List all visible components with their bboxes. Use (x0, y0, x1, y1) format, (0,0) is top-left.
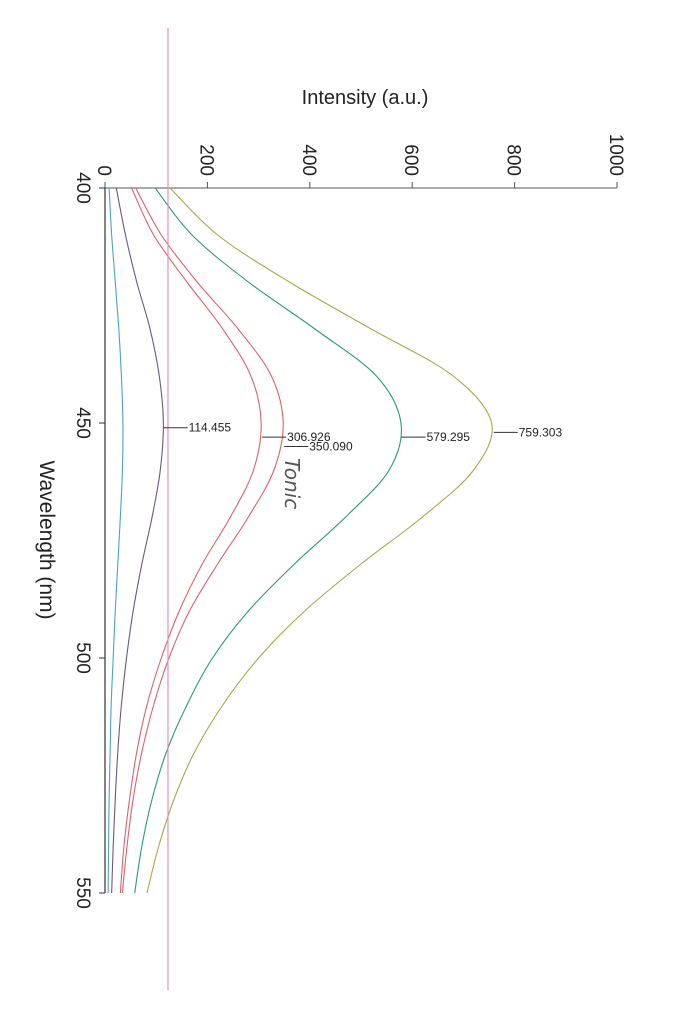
y-tick-label: 400 (298, 144, 319, 176)
peak-label: 579.295 (427, 430, 471, 444)
peak-label: 759.303 (519, 425, 563, 439)
series-line-5 (134, 187, 402, 894)
axes: 0 200 400 600 800 1000 400 450 500 550 (72, 134, 626, 909)
y-tick-label: 200 (195, 144, 216, 176)
peak-label: 114.455 (189, 421, 232, 435)
y-tick-label: 1000 (605, 134, 626, 176)
handwritten-note: Tonic (280, 458, 304, 509)
series-line-3 (119, 187, 262, 894)
series-line-1 (107, 187, 124, 894)
x-tick-label: 500 (72, 642, 93, 674)
x-tick-label: 400 (72, 172, 93, 204)
y-axis-title: Intensity (a.u.) (302, 87, 429, 109)
x-tick-label: 550 (72, 877, 93, 909)
curves (107, 28, 493, 990)
series-line-2 (111, 187, 164, 894)
series-line-6 (146, 187, 493, 894)
peak-label: 350.090 (309, 440, 353, 454)
y-tick-label: 600 (400, 144, 421, 176)
y-tick-label: 800 (503, 144, 524, 176)
x-axis-title: Wavelength (nm) (35, 460, 58, 619)
x-tick-label: 450 (72, 407, 93, 439)
peak-label: 306.926 (287, 430, 331, 444)
y-tick-label: 0 (93, 165, 114, 176)
series-line-4 (121, 187, 284, 894)
